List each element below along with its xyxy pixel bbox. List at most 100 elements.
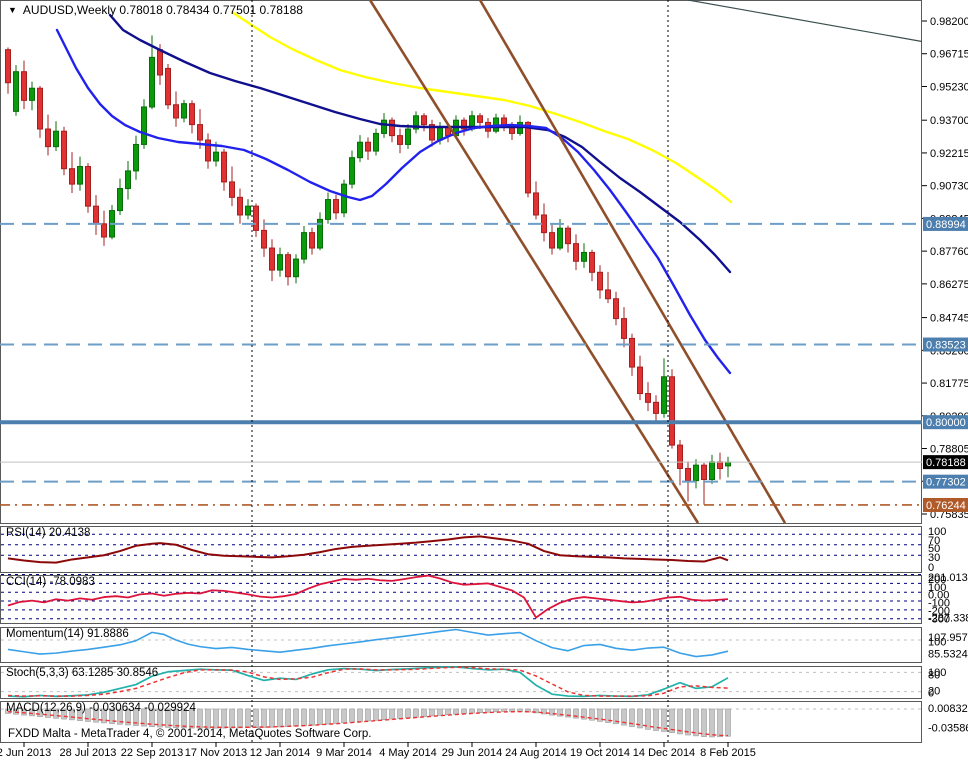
- candle-body: [573, 243, 579, 262]
- time-axis-label[interactable]: 17 Nov 2013: [185, 747, 247, 759]
- price-tick-label[interactable]: 0.98200: [930, 16, 968, 28]
- candle-body: [709, 461, 715, 481]
- price-tick-label[interactable]: 0.86275: [930, 279, 968, 291]
- time-axis-label[interactable]: 4 May 2014: [379, 747, 436, 759]
- rsi-scale-label: 0: [928, 562, 934, 574]
- momentum-scale-label: 85.5324: [928, 649, 968, 661]
- macd-histogram-bar: [189, 708, 195, 729]
- time-axis-label[interactable]: 9 Mar 2014: [316, 747, 372, 759]
- macd-histogram-bar: [589, 708, 595, 721]
- time-axis-label[interactable]: 2 Jun 2013: [0, 747, 51, 759]
- price-tick-label[interactable]: 0.84745: [930, 313, 968, 325]
- macd-histogram-bar: [485, 708, 491, 713]
- macd-histogram-bar: [397, 708, 403, 719]
- macd-histogram-bar: [309, 708, 315, 726]
- macd-histogram-bar: [333, 708, 339, 724]
- macd-histogram-bar: [541, 708, 547, 715]
- price-level-tag: [923, 497, 968, 512]
- candle-body: [565, 227, 571, 245]
- candle-body: [581, 251, 587, 262]
- macd-histogram-bar: [93, 708, 99, 723]
- macd-histogram-bar: [469, 708, 475, 714]
- candle-body: [261, 229, 267, 249]
- macd-histogram-bar: [125, 708, 131, 726]
- macd-indicator-label: MACD(12,26,9) -0.030634 -0.029924: [6, 702, 196, 714]
- price-tick-label[interactable]: 0.90730: [930, 181, 968, 193]
- time-axis-label[interactable]: 14 Dec 2014: [633, 747, 695, 759]
- panel-frame: [0, 575, 922, 624]
- price-tick-label[interactable]: 0.93700: [930, 115, 968, 127]
- macd-histogram-bar: [421, 708, 427, 717]
- macd-histogram-bar: [101, 708, 107, 724]
- macd-scale-label: -0.035868: [928, 723, 968, 735]
- cci-scale-label: 100: [928, 582, 946, 594]
- price-level-tag: [923, 216, 968, 231]
- time-axis-label[interactable]: 22 Sep 2013: [121, 747, 183, 759]
- macd-histogram-bar: [597, 708, 603, 722]
- candle-body: [501, 117, 507, 126]
- macd-histogram-bar: [701, 708, 707, 737]
- candle-body: [229, 181, 235, 198]
- candle-body: [373, 132, 379, 152]
- cci-scale-label: -300: [928, 614, 950, 626]
- macd-histogram-bar: [677, 708, 683, 735]
- time-axis-label[interactable]: 19 Oct 2014: [570, 747, 630, 759]
- candle-body: [661, 376, 667, 414]
- current-price-tag-label: 0.78188: [926, 457, 966, 469]
- candle-body: [637, 366, 643, 395]
- price-tick-label[interactable]: 0.87760: [930, 246, 968, 258]
- candle-body: [37, 87, 43, 130]
- candle-body: [197, 124, 203, 141]
- macd-histogram-bar: [381, 708, 387, 720]
- macd-histogram-bar: [157, 708, 163, 728]
- price-tick-label[interactable]: 0.78805: [930, 444, 968, 456]
- macd-histogram-bar: [45, 708, 51, 718]
- time-axis-label[interactable]: 24 Aug 2014: [505, 747, 567, 759]
- rsi-line: [7, 535, 729, 564]
- ma-slow-yellow: [230, 10, 733, 204]
- time-axis-label[interactable]: 8 Feb 2015: [700, 747, 756, 759]
- price-level-tag: [923, 474, 968, 489]
- macd-histogram-bar: [661, 708, 667, 732]
- macd-histogram-bar: [173, 708, 179, 728]
- price-tick-label[interactable]: 0.75835: [930, 509, 968, 521]
- rsi-scale-label: 30: [928, 552, 940, 564]
- macd-histogram-bar: [461, 708, 467, 714]
- candle-body: [605, 289, 611, 300]
- macd-histogram-bar: [573, 708, 579, 719]
- time-axis-label[interactable]: 29 Jun 2014: [442, 747, 503, 759]
- panel-frame: [0, 666, 922, 699]
- macd-histogram-bar: [717, 708, 723, 738]
- symbol-dropdown-arrow[interactable]: ▼: [8, 5, 17, 15]
- macd-histogram-bar: [317, 708, 323, 725]
- price-tick-label[interactable]: 0.81775: [930, 378, 968, 390]
- macd-histogram-bar: [133, 708, 139, 726]
- macd-histogram-bar: [653, 708, 659, 731]
- price-tick-label[interactable]: 0.96715: [930, 49, 968, 61]
- candle-body: [613, 298, 619, 320]
- macd-histogram-bar: [429, 708, 435, 717]
- price-level-tag: [923, 455, 968, 470]
- candle-body: [253, 205, 259, 231]
- price-tick-label[interactable]: 0.92215: [930, 148, 968, 160]
- candle-body: [557, 227, 563, 249]
- candle-body: [173, 104, 179, 119]
- macd-histogram-bar: [37, 708, 43, 717]
- macd-histogram-bar: [533, 708, 539, 714]
- price-level-tag: [923, 337, 968, 352]
- candle-body: [693, 464, 699, 482]
- cci-scale-label: -100: [928, 598, 950, 610]
- macd-histogram-bar: [117, 708, 123, 725]
- candle-body: [221, 151, 227, 183]
- ma-mid-navy: [108, 13, 732, 274]
- macd-histogram-bar: [61, 708, 67, 720]
- time-axis-label[interactable]: 12 Jan 2014: [250, 747, 311, 759]
- macd-histogram-bar: [69, 708, 75, 721]
- candle-body: [29, 87, 35, 101]
- stochastic-scale-label: 20: [928, 686, 940, 698]
- price-level-tag: [923, 415, 968, 430]
- time-axis-label[interactable]: 28 Jul 2013: [60, 747, 117, 759]
- candle-body: [333, 199, 339, 214]
- price-tick-label[interactable]: 0.95230: [930, 81, 968, 93]
